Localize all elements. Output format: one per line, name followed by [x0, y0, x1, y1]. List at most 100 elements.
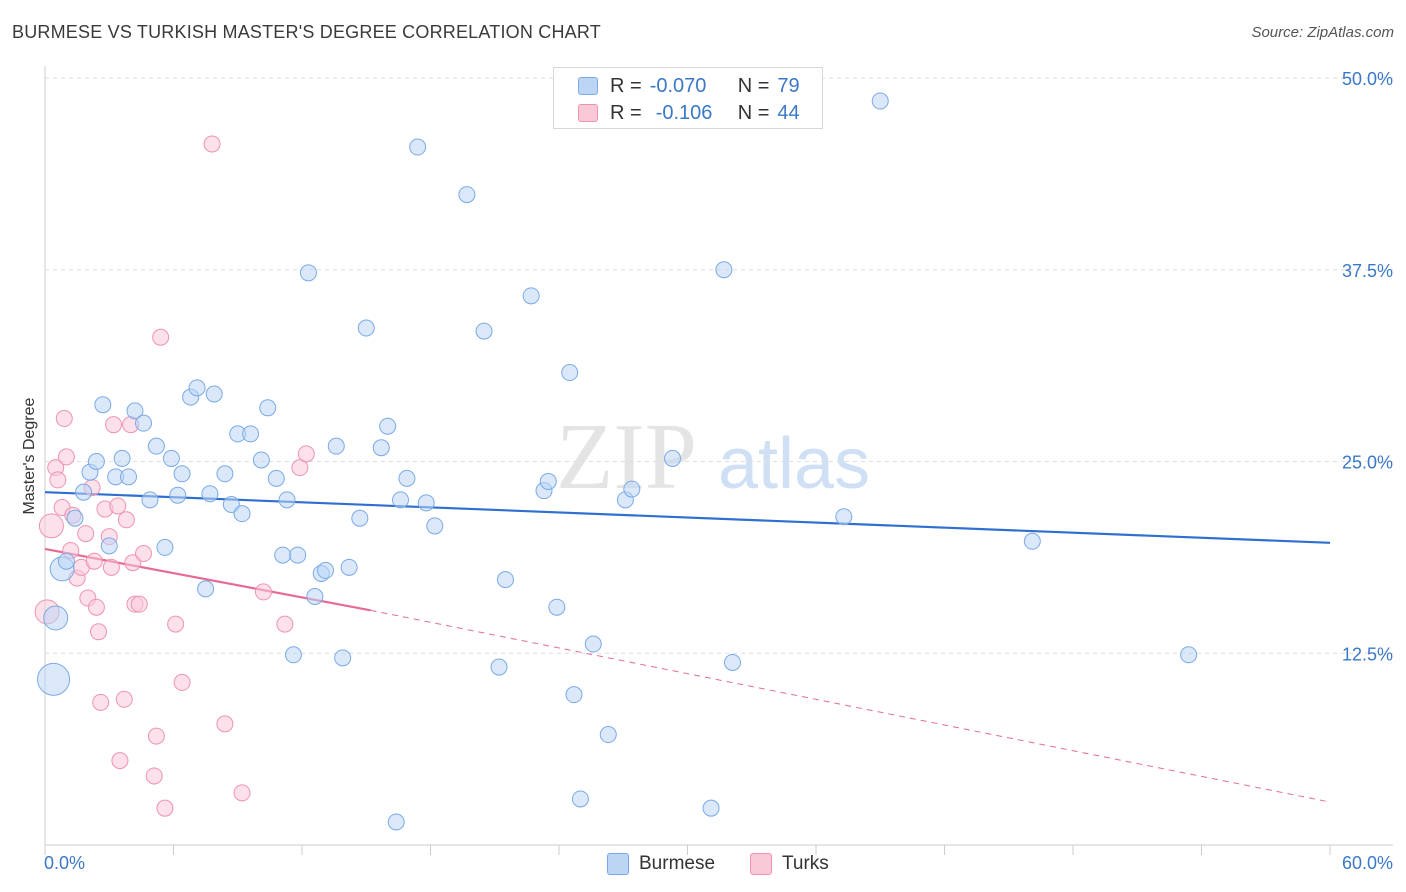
burmese-point [242, 425, 260, 443]
burmese-point [267, 469, 285, 487]
y-tick-label: 50.0% [1342, 69, 1393, 89]
burmese-point [340, 558, 358, 576]
burmese-point [539, 472, 557, 490]
burmese-point [306, 587, 324, 605]
burmese-point [571, 790, 589, 808]
axes [44, 66, 1393, 855]
burmese-point [274, 546, 292, 564]
burmese-point [87, 453, 105, 470]
burmese-point [94, 396, 112, 414]
chart-source: Source: ZipAtlas.com [1251, 24, 1394, 41]
trend-lines [44, 491, 1331, 803]
burmese-point [126, 402, 144, 420]
burmese-point [522, 287, 540, 305]
burmese-point [723, 653, 741, 671]
burmese-point [426, 517, 444, 535]
burmese-point [561, 364, 579, 382]
burmese-point [216, 465, 234, 483]
burmese-point [289, 546, 307, 564]
x-tick-label-max: 60.0% [1342, 853, 1393, 873]
burmese-point [496, 571, 514, 589]
bottom-legend-burmese: Burmese [607, 851, 715, 877]
burmese-point [141, 491, 159, 509]
burmese-point [57, 552, 75, 570]
turks-point [77, 525, 95, 543]
turks-point [57, 448, 75, 466]
burmese-point [66, 509, 84, 527]
burmese-point [197, 580, 215, 598]
turks-point [145, 767, 163, 785]
burmese-point [173, 465, 191, 483]
turks-legend-label: Turks [782, 853, 829, 874]
burmese-point [201, 485, 219, 503]
burmese-point [372, 439, 390, 457]
burmese-r-value: -0.070 [649, 74, 707, 97]
burmese-point [156, 538, 174, 556]
burmese-trend-line [44, 491, 1331, 544]
watermark-atlas: atlas [718, 424, 870, 504]
burmese-point [75, 483, 93, 501]
burmese-point [43, 605, 69, 631]
legend-row-burmese: R = -0.070 N = 79 [578, 74, 800, 98]
burmese-point [37, 662, 71, 696]
turks-point [297, 445, 315, 463]
turks-point [102, 558, 120, 576]
turks-point [216, 715, 234, 733]
burmese-point [702, 799, 720, 817]
burmese-point [417, 494, 435, 512]
turks-point [85, 552, 103, 570]
burmese-point [162, 449, 180, 467]
burmese-point [205, 385, 223, 403]
turks-point [135, 545, 153, 563]
turks-point [92, 693, 110, 711]
burmese-point [1023, 532, 1041, 550]
burmese-point [623, 480, 641, 498]
burmese-point [398, 469, 416, 487]
turks-point [109, 497, 127, 515]
turks-point [38, 513, 64, 539]
y-axis-label: Master's Degree [21, 397, 38, 514]
turks-point [111, 752, 129, 770]
burmese-point [475, 322, 493, 340]
burmese-point [100, 537, 118, 555]
tick-labels: 12.5% 25.0% 37.5% 50.0% 0.0% 60.0% [44, 69, 1393, 873]
y-tick-label: 25.0% [1342, 453, 1393, 473]
turks-point [152, 328, 170, 346]
burmese-point [379, 417, 397, 435]
burmese-point [278, 491, 296, 509]
turks-n-value: 44 [777, 101, 800, 124]
burmese-point [135, 414, 153, 432]
burmese-point [409, 138, 427, 156]
burmese-legend-swatch [607, 853, 629, 875]
burmese-point [584, 635, 602, 653]
burmese-point [357, 319, 375, 337]
burmese-r-label: R = [610, 74, 642, 97]
data-points [34, 92, 1198, 831]
burmese-point [835, 508, 853, 526]
turks-point [49, 471, 67, 489]
turks-point [233, 784, 251, 802]
turks-point [55, 410, 73, 428]
burmese-point [334, 649, 352, 667]
turks-point [117, 511, 135, 529]
turks-point [173, 673, 191, 691]
burmese-point [169, 486, 187, 504]
burmese-n-label: N = [737, 74, 770, 97]
burmese-point [259, 399, 277, 417]
bottom-legend-turks: Turks [750, 851, 829, 877]
burmese-point [113, 449, 131, 467]
burmese-point [565, 686, 583, 704]
turks-point [105, 416, 123, 434]
turks-point [156, 799, 174, 817]
gridlines [45, 77, 1393, 654]
burmese-point [715, 261, 733, 279]
burmese-point [147, 437, 165, 455]
burmese-point [599, 726, 617, 744]
y-tick-label: 37.5% [1342, 261, 1393, 281]
turks-point [254, 583, 272, 601]
burmese-point [351, 509, 369, 527]
turks-point [167, 615, 185, 633]
correlation-legend: R = -0.070 N = 79 R = -0.106 N = 44 [553, 67, 823, 129]
burmese-n-value: 79 [777, 74, 800, 97]
